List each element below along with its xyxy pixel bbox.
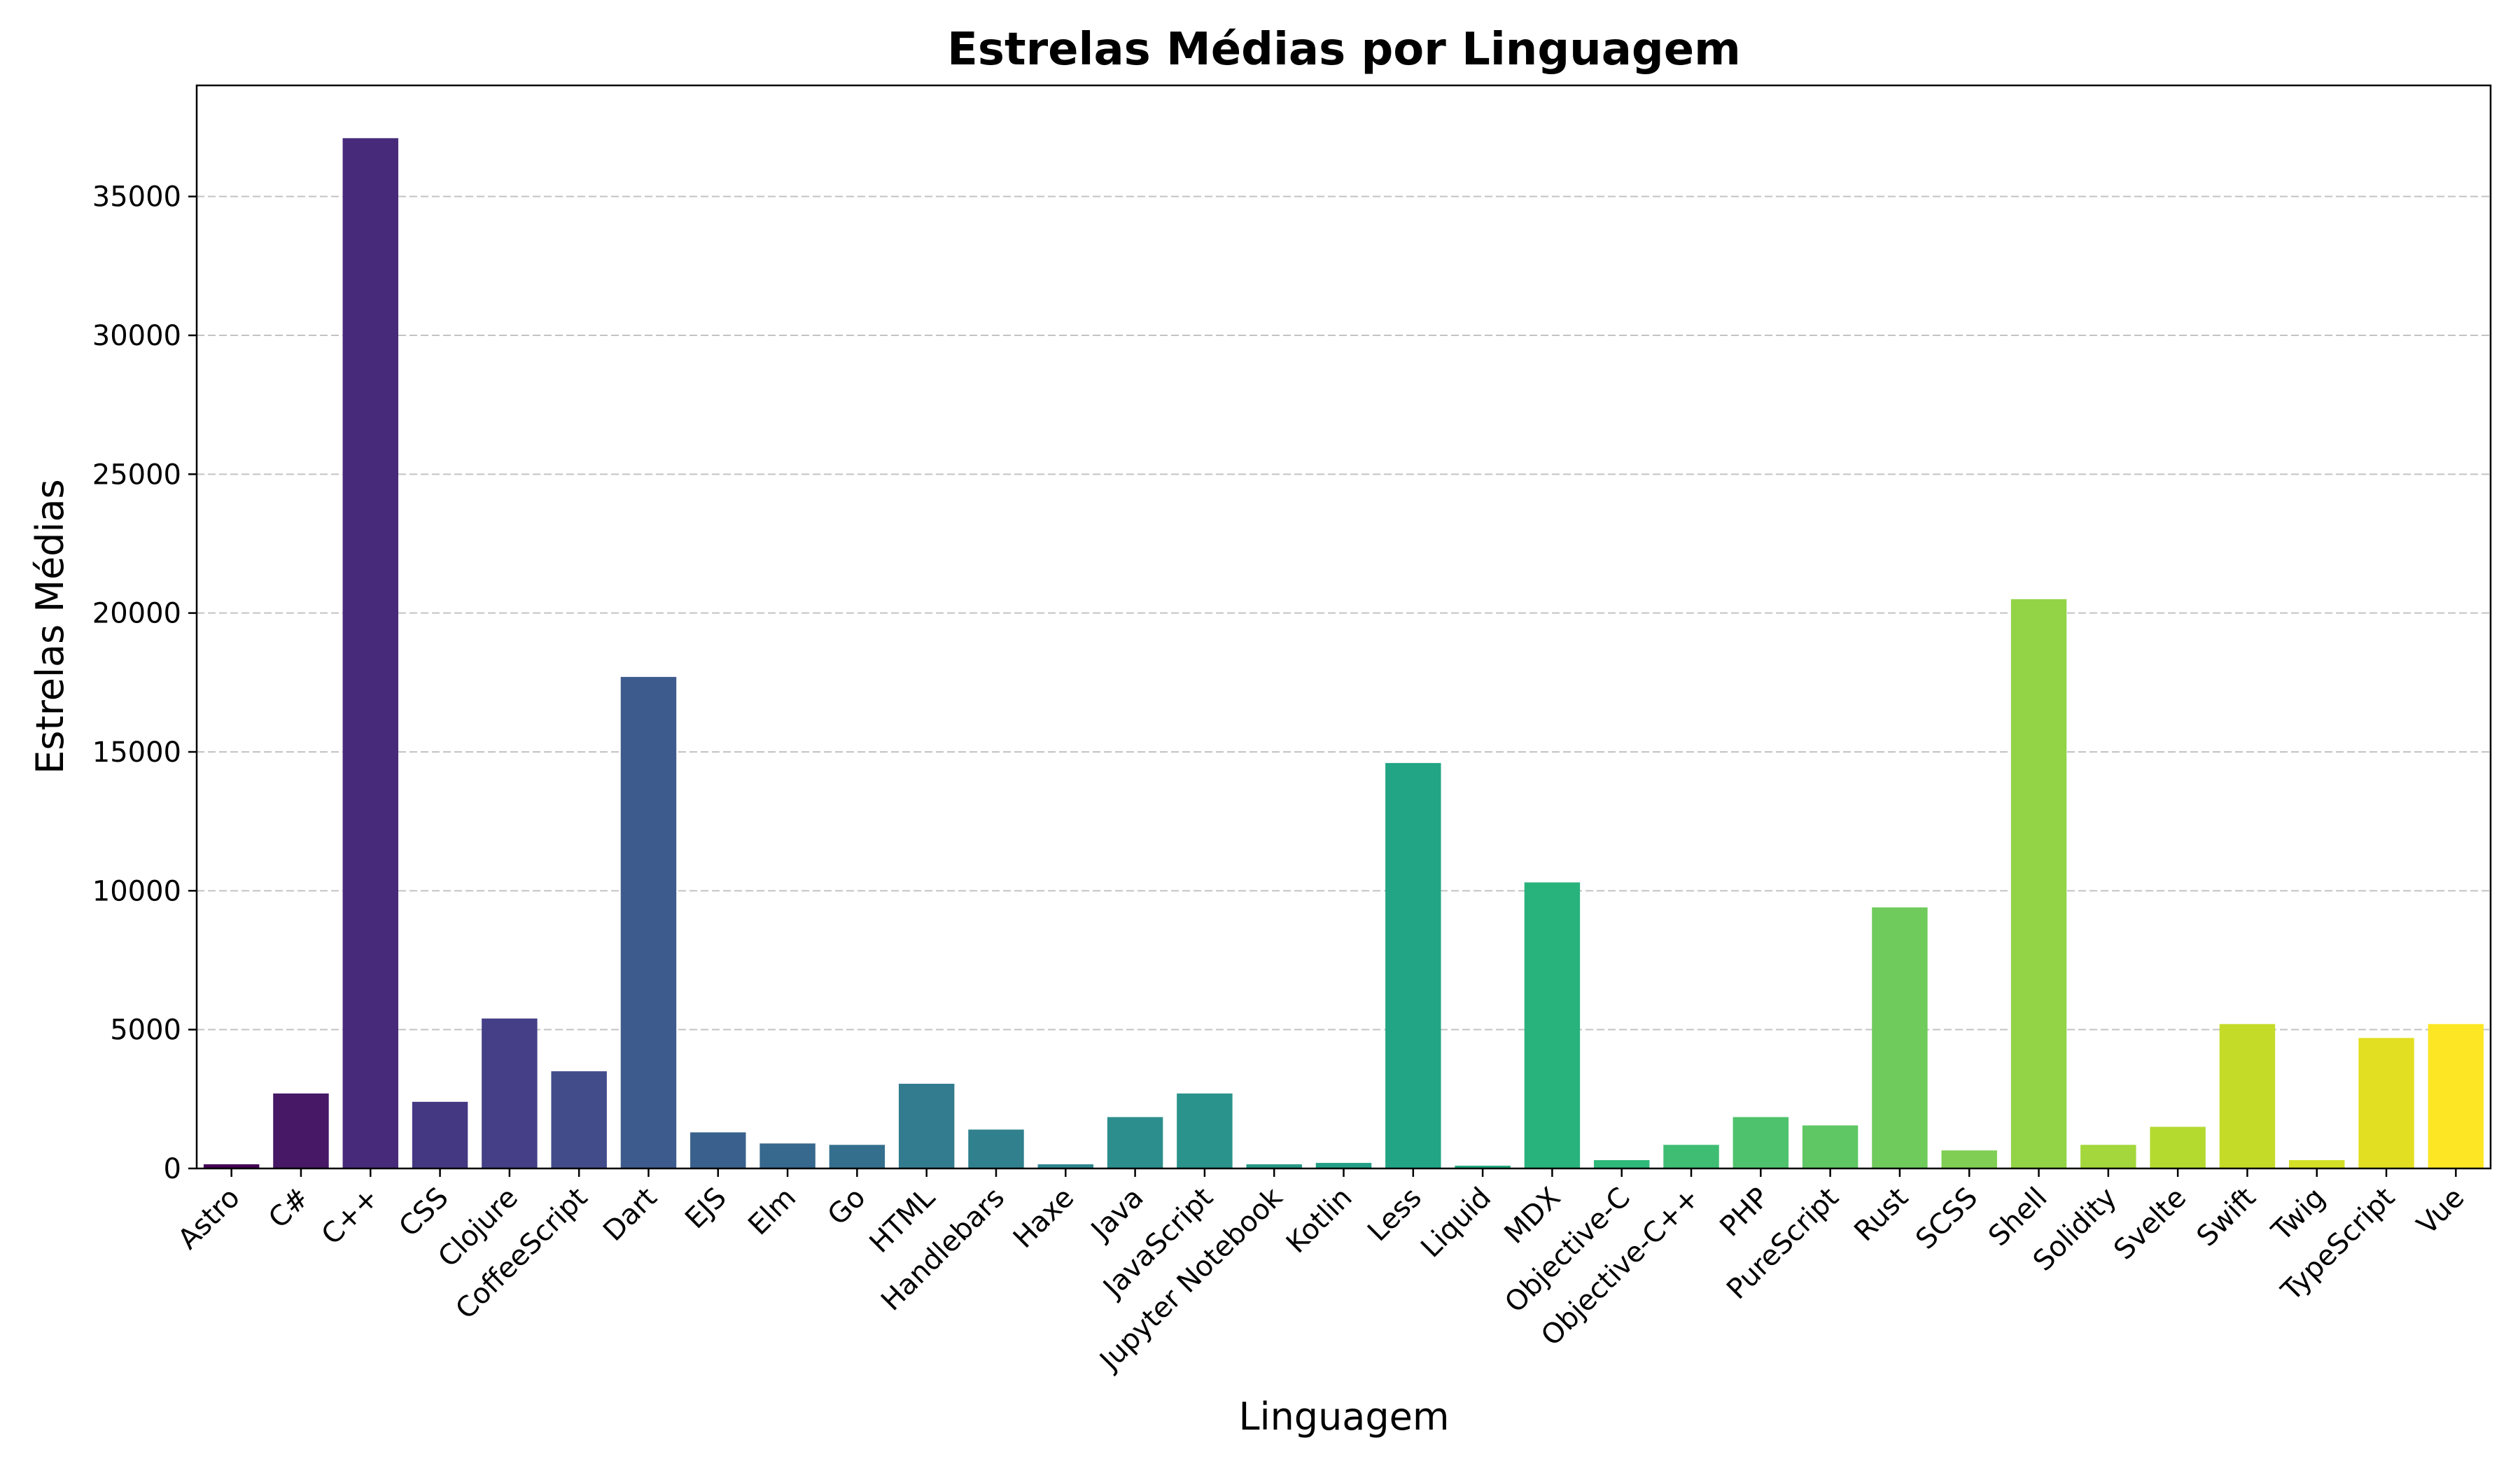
y-tick-label: 35000	[92, 181, 181, 214]
x-axis-label: Linguagem	[1238, 1395, 1449, 1439]
bar-swift	[2219, 1024, 2276, 1168]
bar-ejs	[690, 1132, 746, 1168]
bar-css	[412, 1101, 468, 1168]
gridlines	[197, 195, 2491, 1031]
y-tick-label: 15000	[92, 736, 181, 769]
bar-svelte	[2150, 1126, 2206, 1168]
y-axis-ticks: 0 5000 10000 15000 20000 25000 30000 35000	[92, 181, 197, 1185]
bar-c-	[342, 138, 398, 1168]
bar-objective-c-	[1663, 1145, 1719, 1168]
bar-coffeescript	[551, 1071, 607, 1168]
y-tick-label: 20000	[92, 598, 181, 630]
bar-astro	[203, 1164, 260, 1168]
bars	[203, 138, 2484, 1168]
bar-handlebars	[968, 1129, 1024, 1168]
bar-shell	[2010, 599, 2067, 1168]
bar-typescript	[2358, 1038, 2414, 1168]
plot-frame	[195, 84, 2492, 1170]
bar-rust	[1872, 907, 1928, 1168]
bar-scss	[1941, 1150, 1997, 1168]
bar-kotlin	[1315, 1163, 1372, 1168]
bar-haxe	[1037, 1164, 1094, 1168]
y-tick-label: 25000	[92, 459, 181, 491]
bar-java	[1107, 1117, 1163, 1168]
bar-liquid	[1455, 1166, 1511, 1168]
y-tick-label: 30000	[92, 320, 181, 352]
bar-jupyter-notebook	[1246, 1164, 1302, 1168]
bar-objective-c	[1593, 1160, 1650, 1168]
bar-dart	[620, 676, 677, 1168]
bar-twig	[2289, 1160, 2345, 1168]
bar-vue	[2428, 1024, 2484, 1168]
bar-php	[1732, 1117, 1789, 1168]
bar-clojure	[482, 1018, 538, 1168]
bar-solidity	[2080, 1145, 2136, 1168]
y-tick-label: 5000	[110, 1014, 181, 1047]
bar-purescript	[1802, 1125, 1858, 1168]
bar-go	[829, 1145, 886, 1168]
bar-javascript	[1177, 1093, 1233, 1168]
bar-less	[1385, 762, 1441, 1168]
bar-mdx	[1524, 882, 1581, 1168]
chart-title: Estrelas Médias por Linguagem	[947, 24, 1741, 76]
bar-c-	[273, 1093, 329, 1168]
y-tick-label: 10000	[92, 875, 181, 907]
y-axis-label: Estrelas Médias	[28, 479, 72, 774]
bar-elm	[760, 1143, 816, 1168]
bar-html	[898, 1084, 955, 1168]
y-tick-label: 0	[164, 1153, 181, 1185]
